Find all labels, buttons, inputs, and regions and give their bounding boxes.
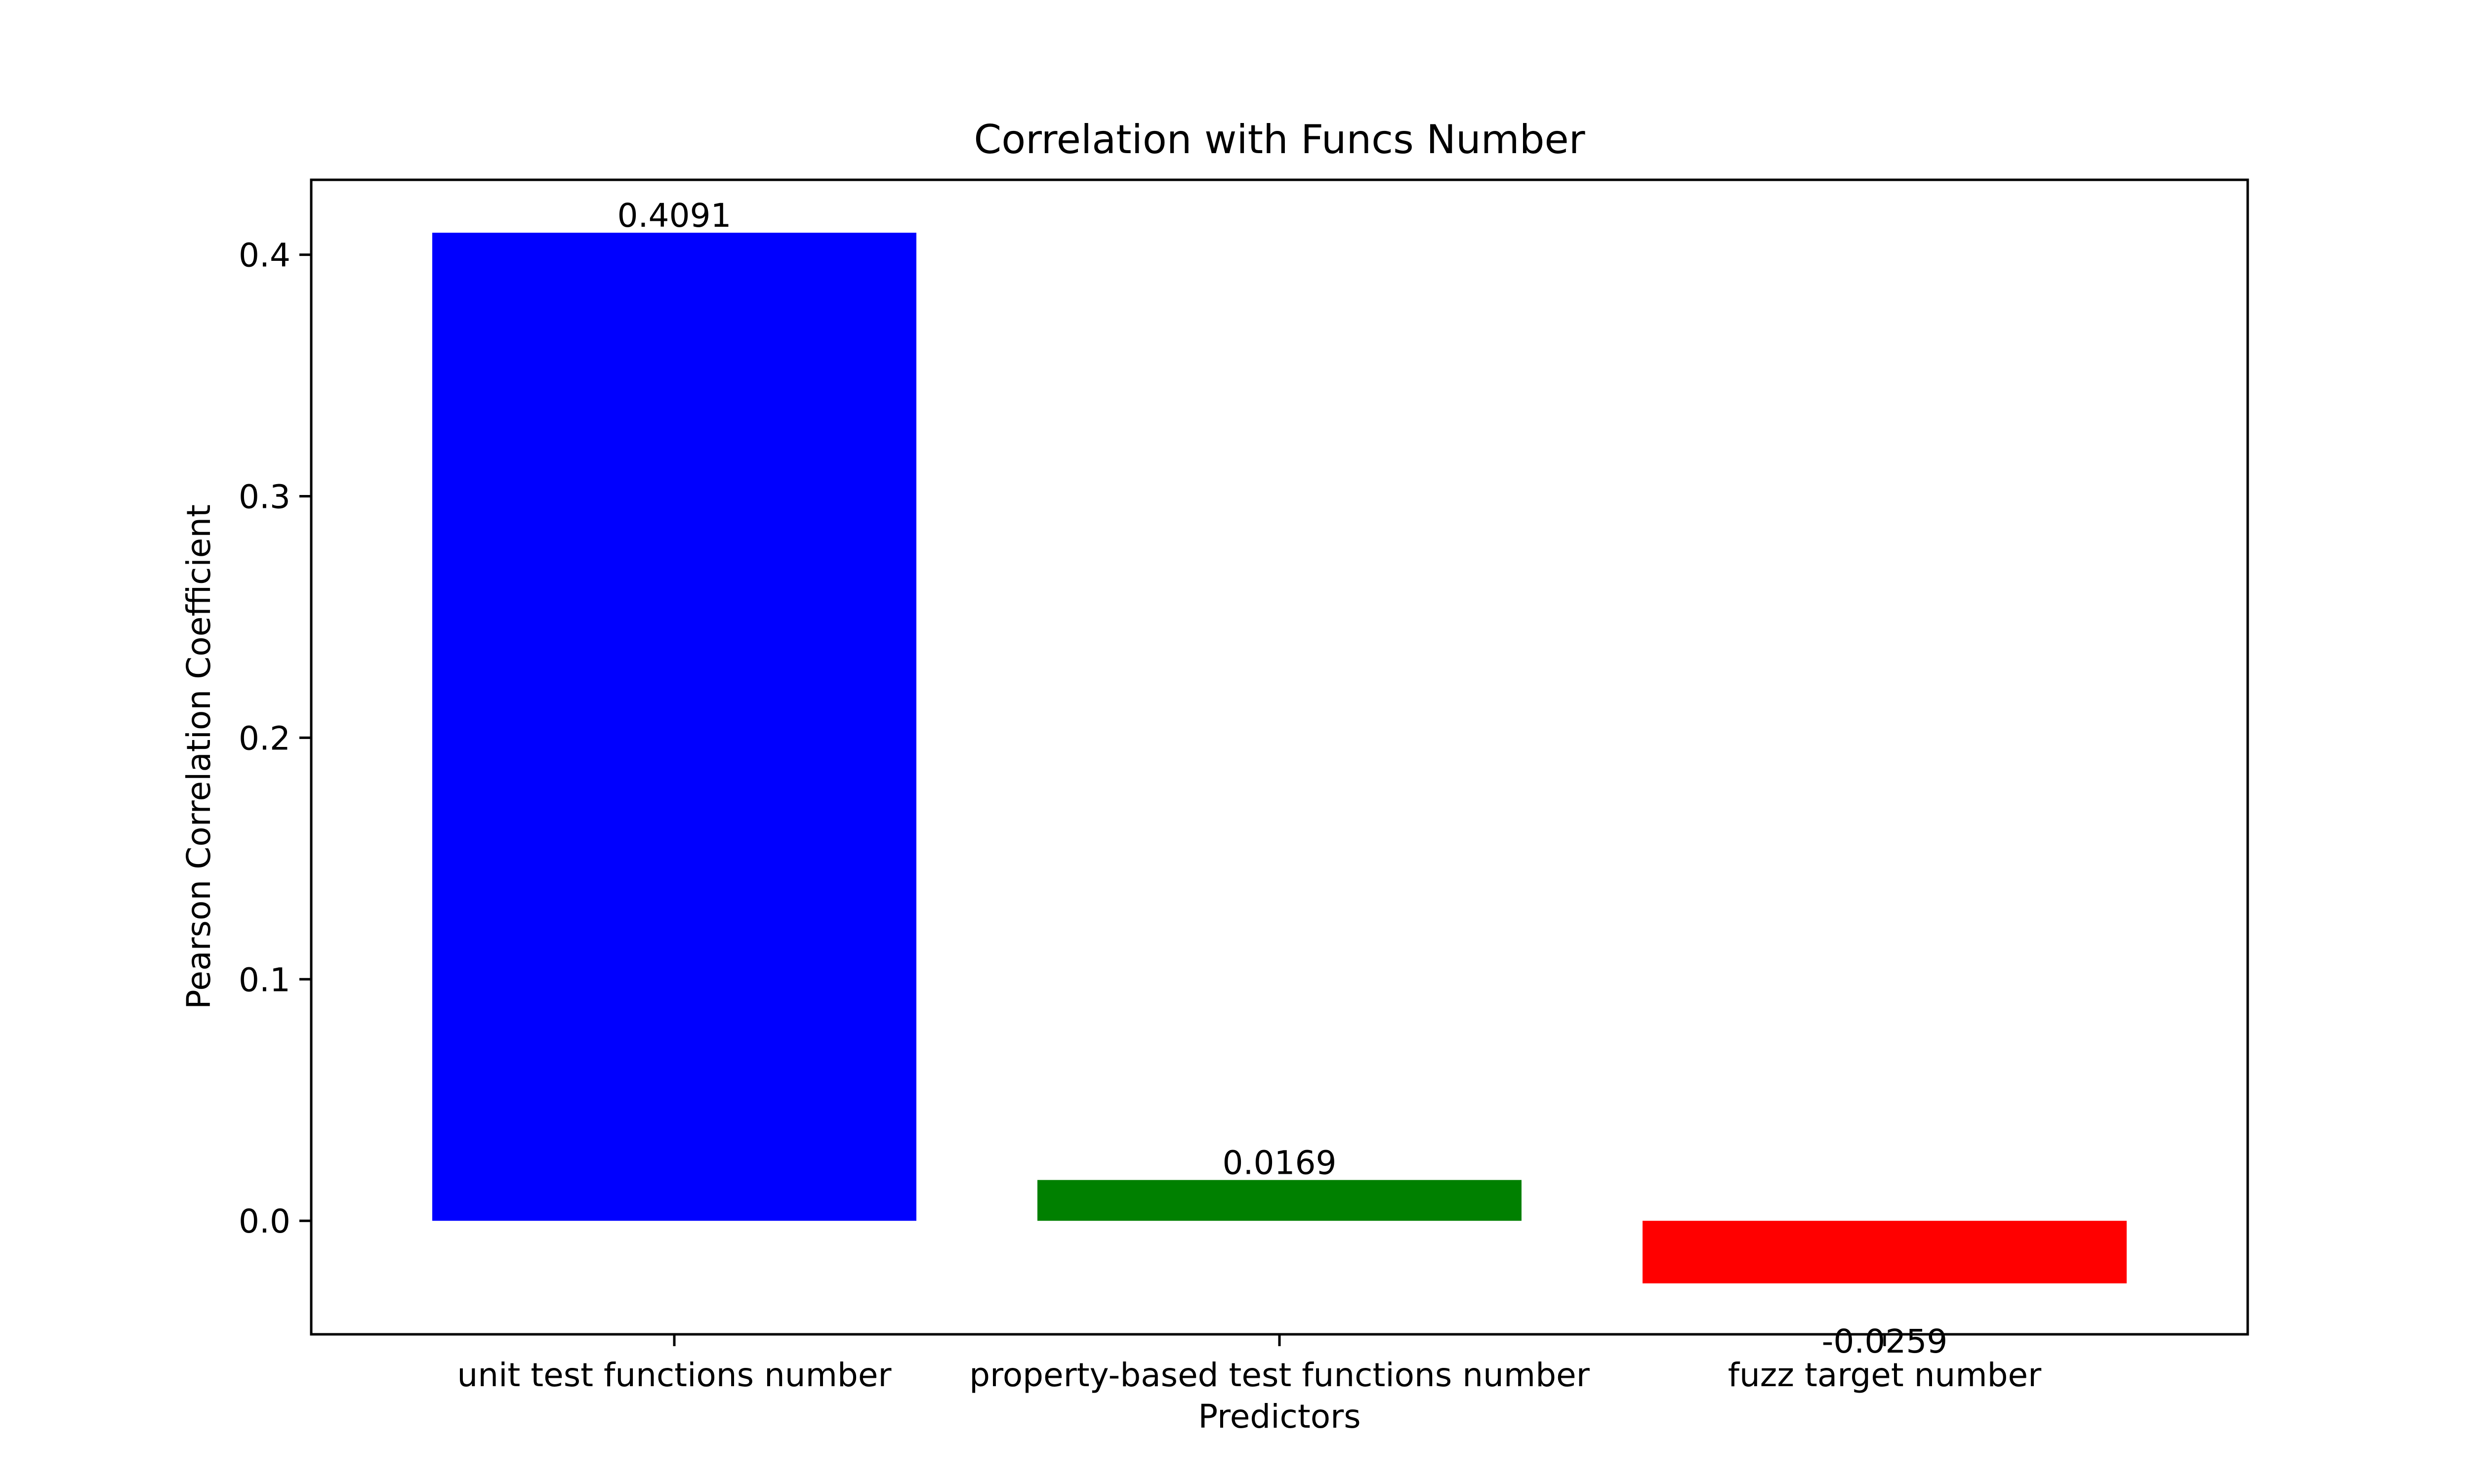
x-axis-label: Predictors	[1198, 1398, 1360, 1436]
plot-area-frame	[310, 178, 2249, 1336]
bar-value-label-2: -0.0259	[1822, 1322, 1948, 1360]
bar-1	[1037, 1180, 1522, 1221]
x-tick-label-1: property-based test functions number	[969, 1356, 1590, 1394]
x-tick-label-0: unit test functions number	[457, 1356, 892, 1394]
x-tick-label-2: fuzz target number	[1728, 1356, 2042, 1394]
y-tick-label-4: 0.4	[239, 237, 290, 275]
chart-title: Correlation with Funcs Number	[974, 117, 1585, 163]
labels-layer: 0.4091 unit test functions number 0.0169 pr…	[239, 197, 2042, 1394]
bar-value-label-0: 0.4091	[618, 197, 732, 235]
bar-0	[432, 233, 916, 1221]
bars-layer	[432, 233, 2127, 1283]
y-tick-label-2: 0.2	[239, 719, 290, 757]
y-axis-label: Pearson Correlation Coefficient	[180, 504, 218, 1009]
y-tick-label-0: 0.0	[239, 1202, 290, 1240]
y-tick-label-3: 0.3	[239, 478, 290, 516]
bar-2	[1643, 1221, 2127, 1283]
bar-value-label-1: 0.0169	[1223, 1144, 1337, 1182]
ticks-layer	[299, 253, 1886, 1346]
y-tick-label-1: 0.1	[239, 961, 290, 999]
